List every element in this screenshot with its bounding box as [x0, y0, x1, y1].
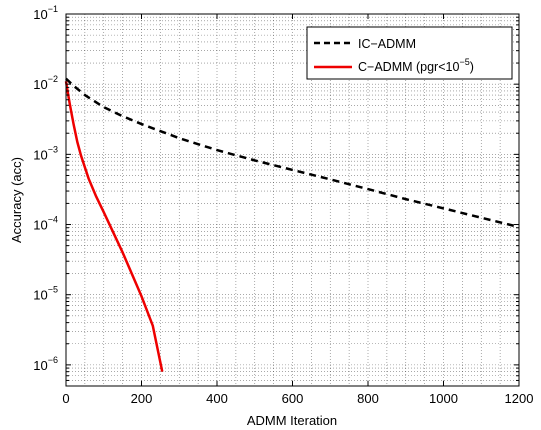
y-tick-label-base: 10: [33, 288, 47, 303]
series-layer: [64, 77, 520, 372]
legend-label-c-admm-suffix: ): [470, 60, 474, 74]
x-axis-label: ADMM Iteration: [247, 413, 337, 428]
y-tick-label-exponent: −4: [48, 215, 58, 225]
y-tick-label-base: 10: [33, 7, 47, 22]
y-tick-label-exponent: −2: [48, 74, 58, 84]
x-tick-label: 1000: [429, 391, 458, 406]
ticks: [65, 13, 520, 387]
y-tick-label-base: 10: [33, 358, 47, 373]
y-tick-label-base: 10: [33, 218, 47, 233]
legend-label-c-admm-exponent: −5: [459, 57, 469, 67]
x-tick-label: 200: [131, 391, 153, 406]
x-tick-label: 800: [357, 391, 379, 406]
x-tick-label: 600: [282, 391, 304, 406]
x-tick-label: 0: [62, 391, 69, 406]
y-tick-label: 10−1: [33, 4, 58, 22]
y-tick-label: 10−6: [33, 355, 58, 373]
y-tick-label: 10−5: [33, 285, 58, 303]
y-tick-label: 10−4: [33, 215, 58, 233]
x-tick-label: 1200: [505, 391, 534, 406]
y-tick-label: 10−2: [33, 74, 58, 92]
y-tick-label-base: 10: [33, 77, 47, 92]
y-tick-label-exponent: −5: [48, 285, 58, 295]
y-tick-label-exponent: −6: [48, 355, 58, 365]
legend-label-ic-admm: IC−ADMM: [358, 37, 416, 51]
y-axis-label: Accuracy (acc): [9, 157, 24, 243]
y-tick-label-exponent: −3: [48, 144, 58, 154]
legend-box: [306, 26, 513, 80]
legend: IC−ADMM C−ADMM (pgr<10−5): [306, 26, 513, 80]
y-tick-label-base: 10: [33, 147, 47, 162]
series-line-ic-admm: [65, 77, 520, 229]
x-tick-label: 400: [206, 391, 228, 406]
tick-labels: 0 200 400 600 800 1000 120010−610−510−410−310−…: [33, 4, 533, 406]
y-tick-label: 10−3: [33, 144, 58, 162]
legend-label-c-admm-main: C−ADMM (pgr<10: [358, 60, 459, 74]
series-line-c-admm: [64, 81, 164, 372]
legend-label-c-admm: C−ADMM (pgr<10−5): [358, 57, 474, 74]
y-tick-label-exponent: −1: [48, 4, 58, 14]
